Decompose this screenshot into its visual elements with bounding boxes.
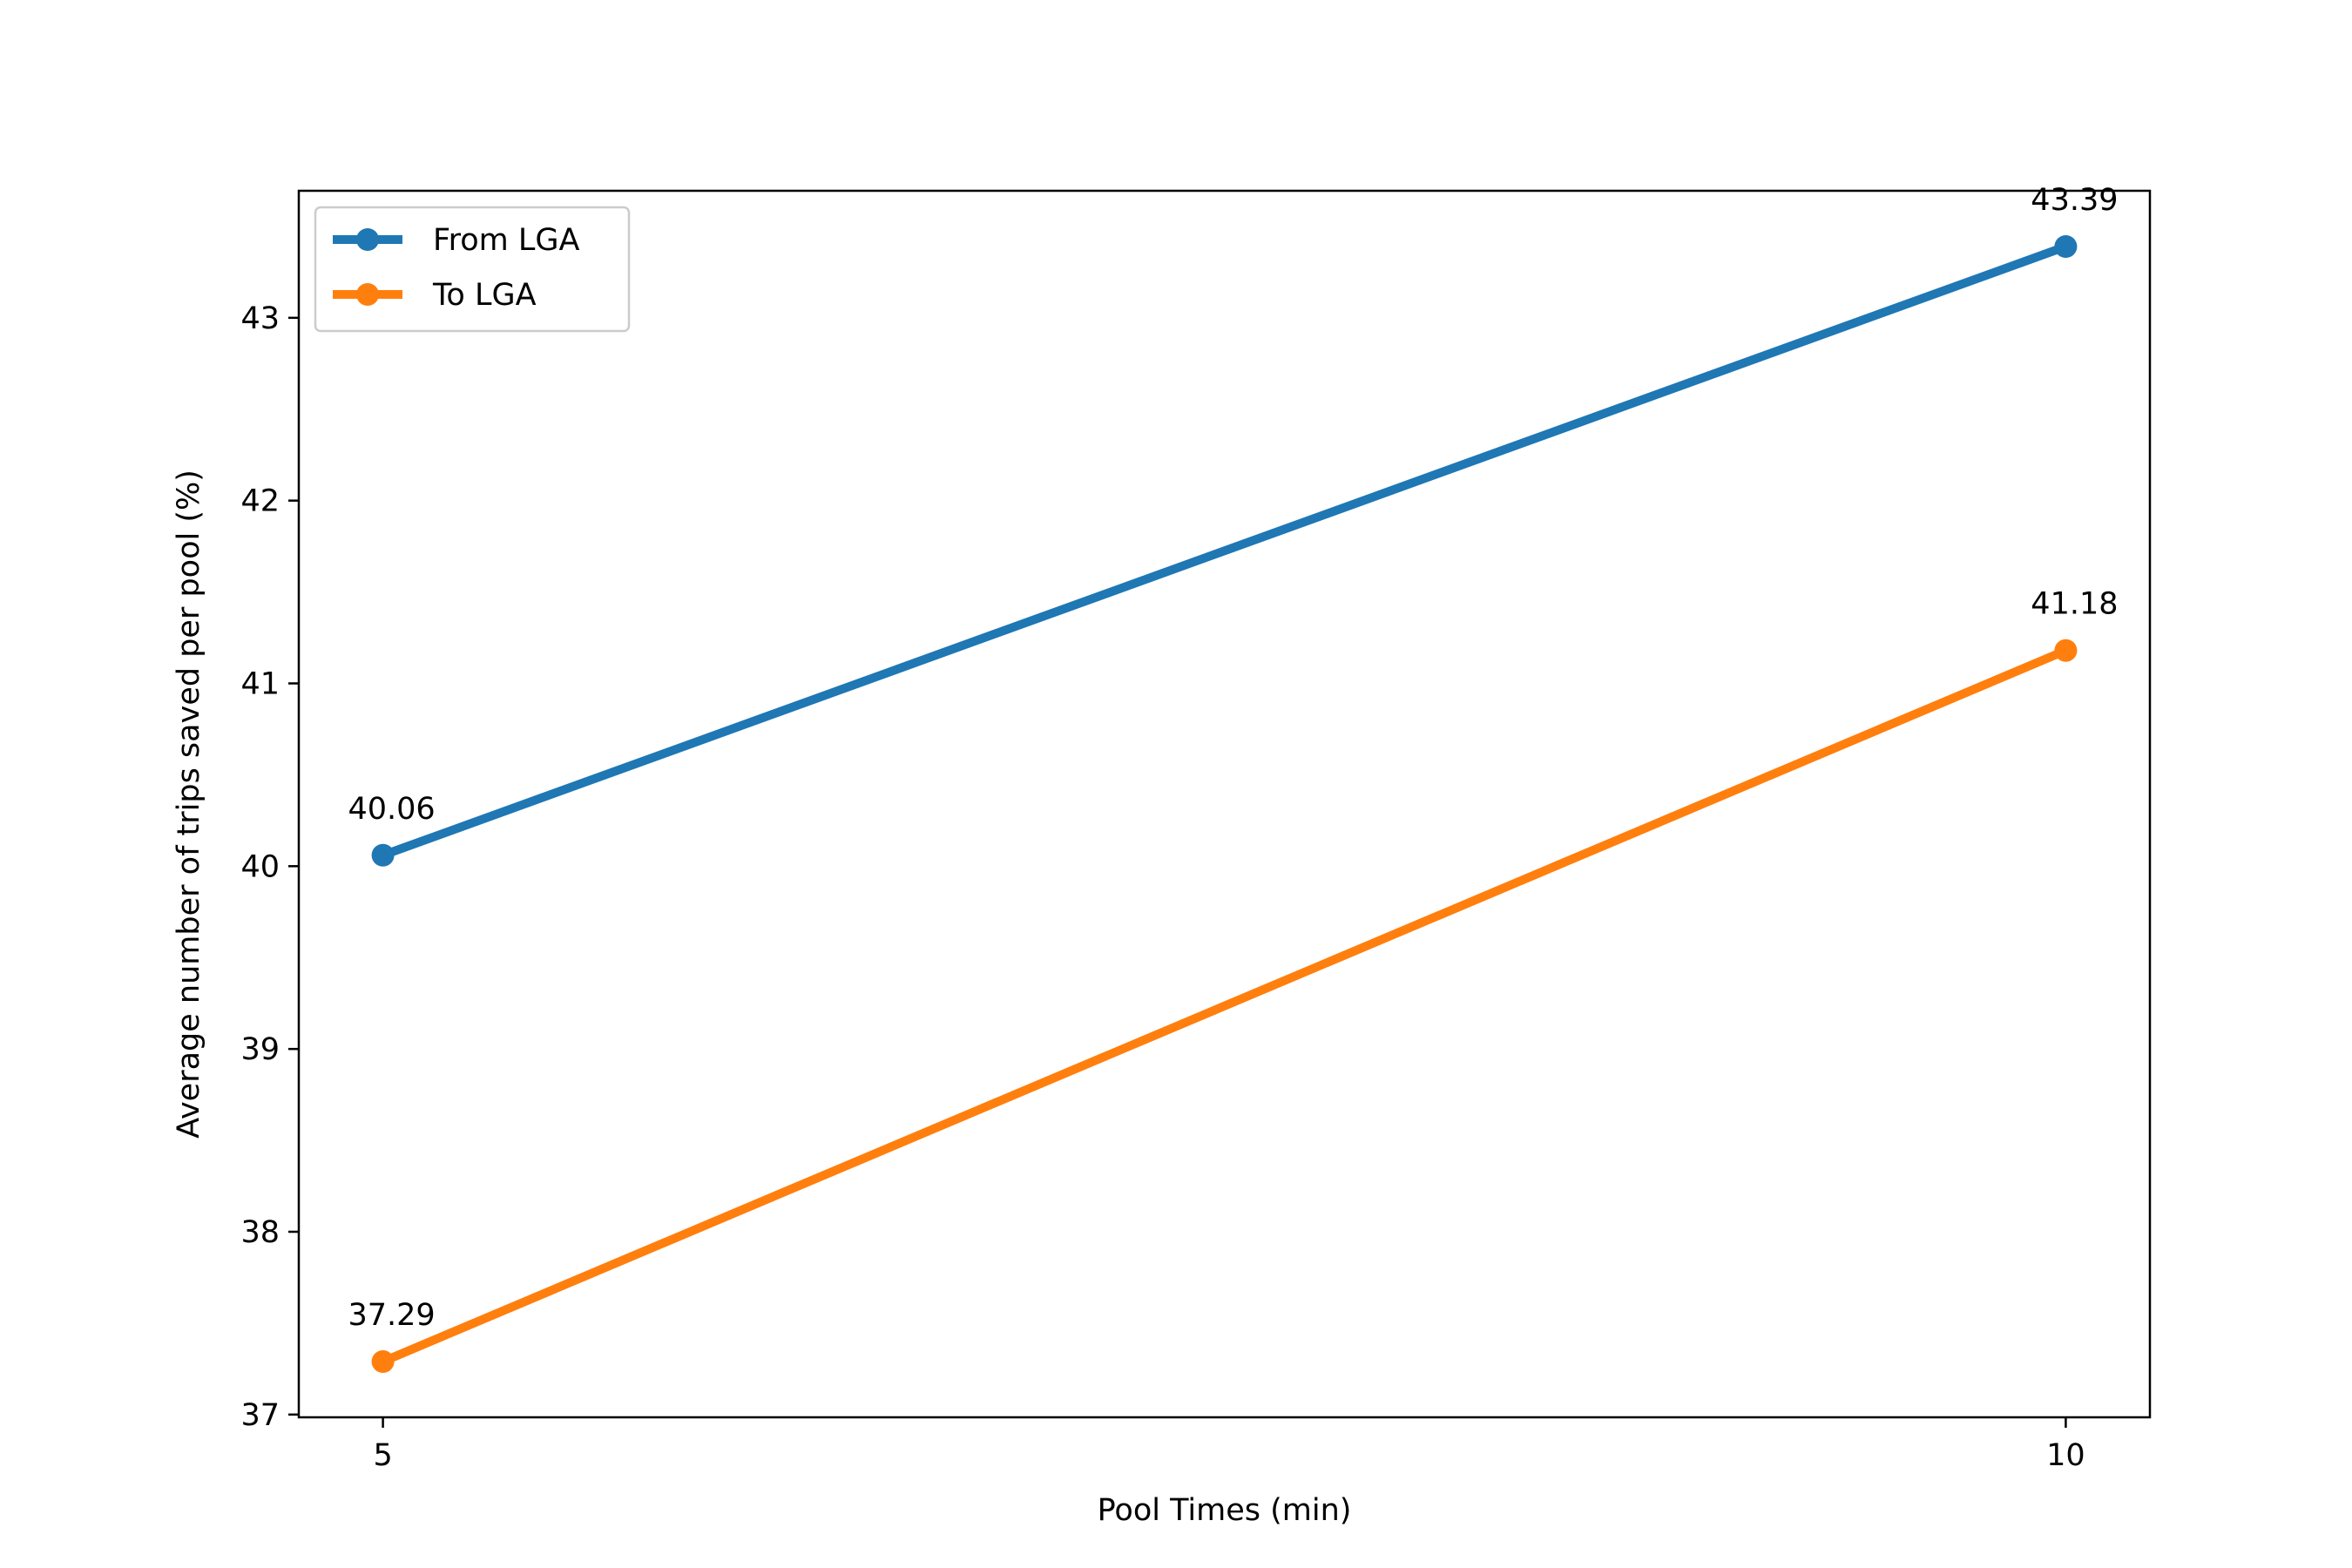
- data-point: [371, 1350, 395, 1373]
- y-tick-label: 37: [240, 1398, 280, 1433]
- x-tick-label: 5: [373, 1438, 392, 1473]
- legend-label: To LGA: [432, 278, 537, 313]
- series-layer: [371, 235, 2078, 1373]
- data-label: 37.29: [348, 1298, 435, 1333]
- legend: From LGA To LGA: [314, 206, 631, 333]
- data-point: [2054, 639, 2078, 662]
- data-label: 41.18: [2031, 587, 2118, 622]
- data-point: [2054, 235, 2078, 258]
- x-axis-label: Pool Times (min): [1098, 1493, 1352, 1528]
- legend-swatch-marker: [356, 228, 379, 251]
- x-tick-label: 10: [2046, 1438, 2085, 1473]
- y-tick-label: 39: [240, 1032, 280, 1067]
- data-point: [371, 843, 395, 867]
- data-label: 40.06: [348, 792, 435, 827]
- series-line: [381, 646, 2068, 1366]
- y-tick-label: 41: [240, 667, 280, 702]
- y-tick-label: 40: [240, 849, 280, 884]
- y-tick-label: 38: [240, 1215, 280, 1250]
- y-axis: 37 38 39 40 41 42 43: [240, 301, 299, 1433]
- legend-swatch-marker: [356, 283, 379, 306]
- legend-label: From LGA: [433, 223, 579, 258]
- y-axis-label: Average number of trips saved per pool (…: [172, 470, 206, 1139]
- series-line: [381, 242, 2068, 860]
- data-label: 43.39: [2031, 183, 2118, 218]
- plot-frame: [297, 189, 2152, 1419]
- y-tick-label: 43: [240, 301, 280, 336]
- y-tick-label: 42: [240, 484, 280, 519]
- data-label-layer: 40.06 43.39 37.29 41.18: [348, 183, 2118, 1333]
- x-axis: 5 10: [373, 1417, 2085, 1473]
